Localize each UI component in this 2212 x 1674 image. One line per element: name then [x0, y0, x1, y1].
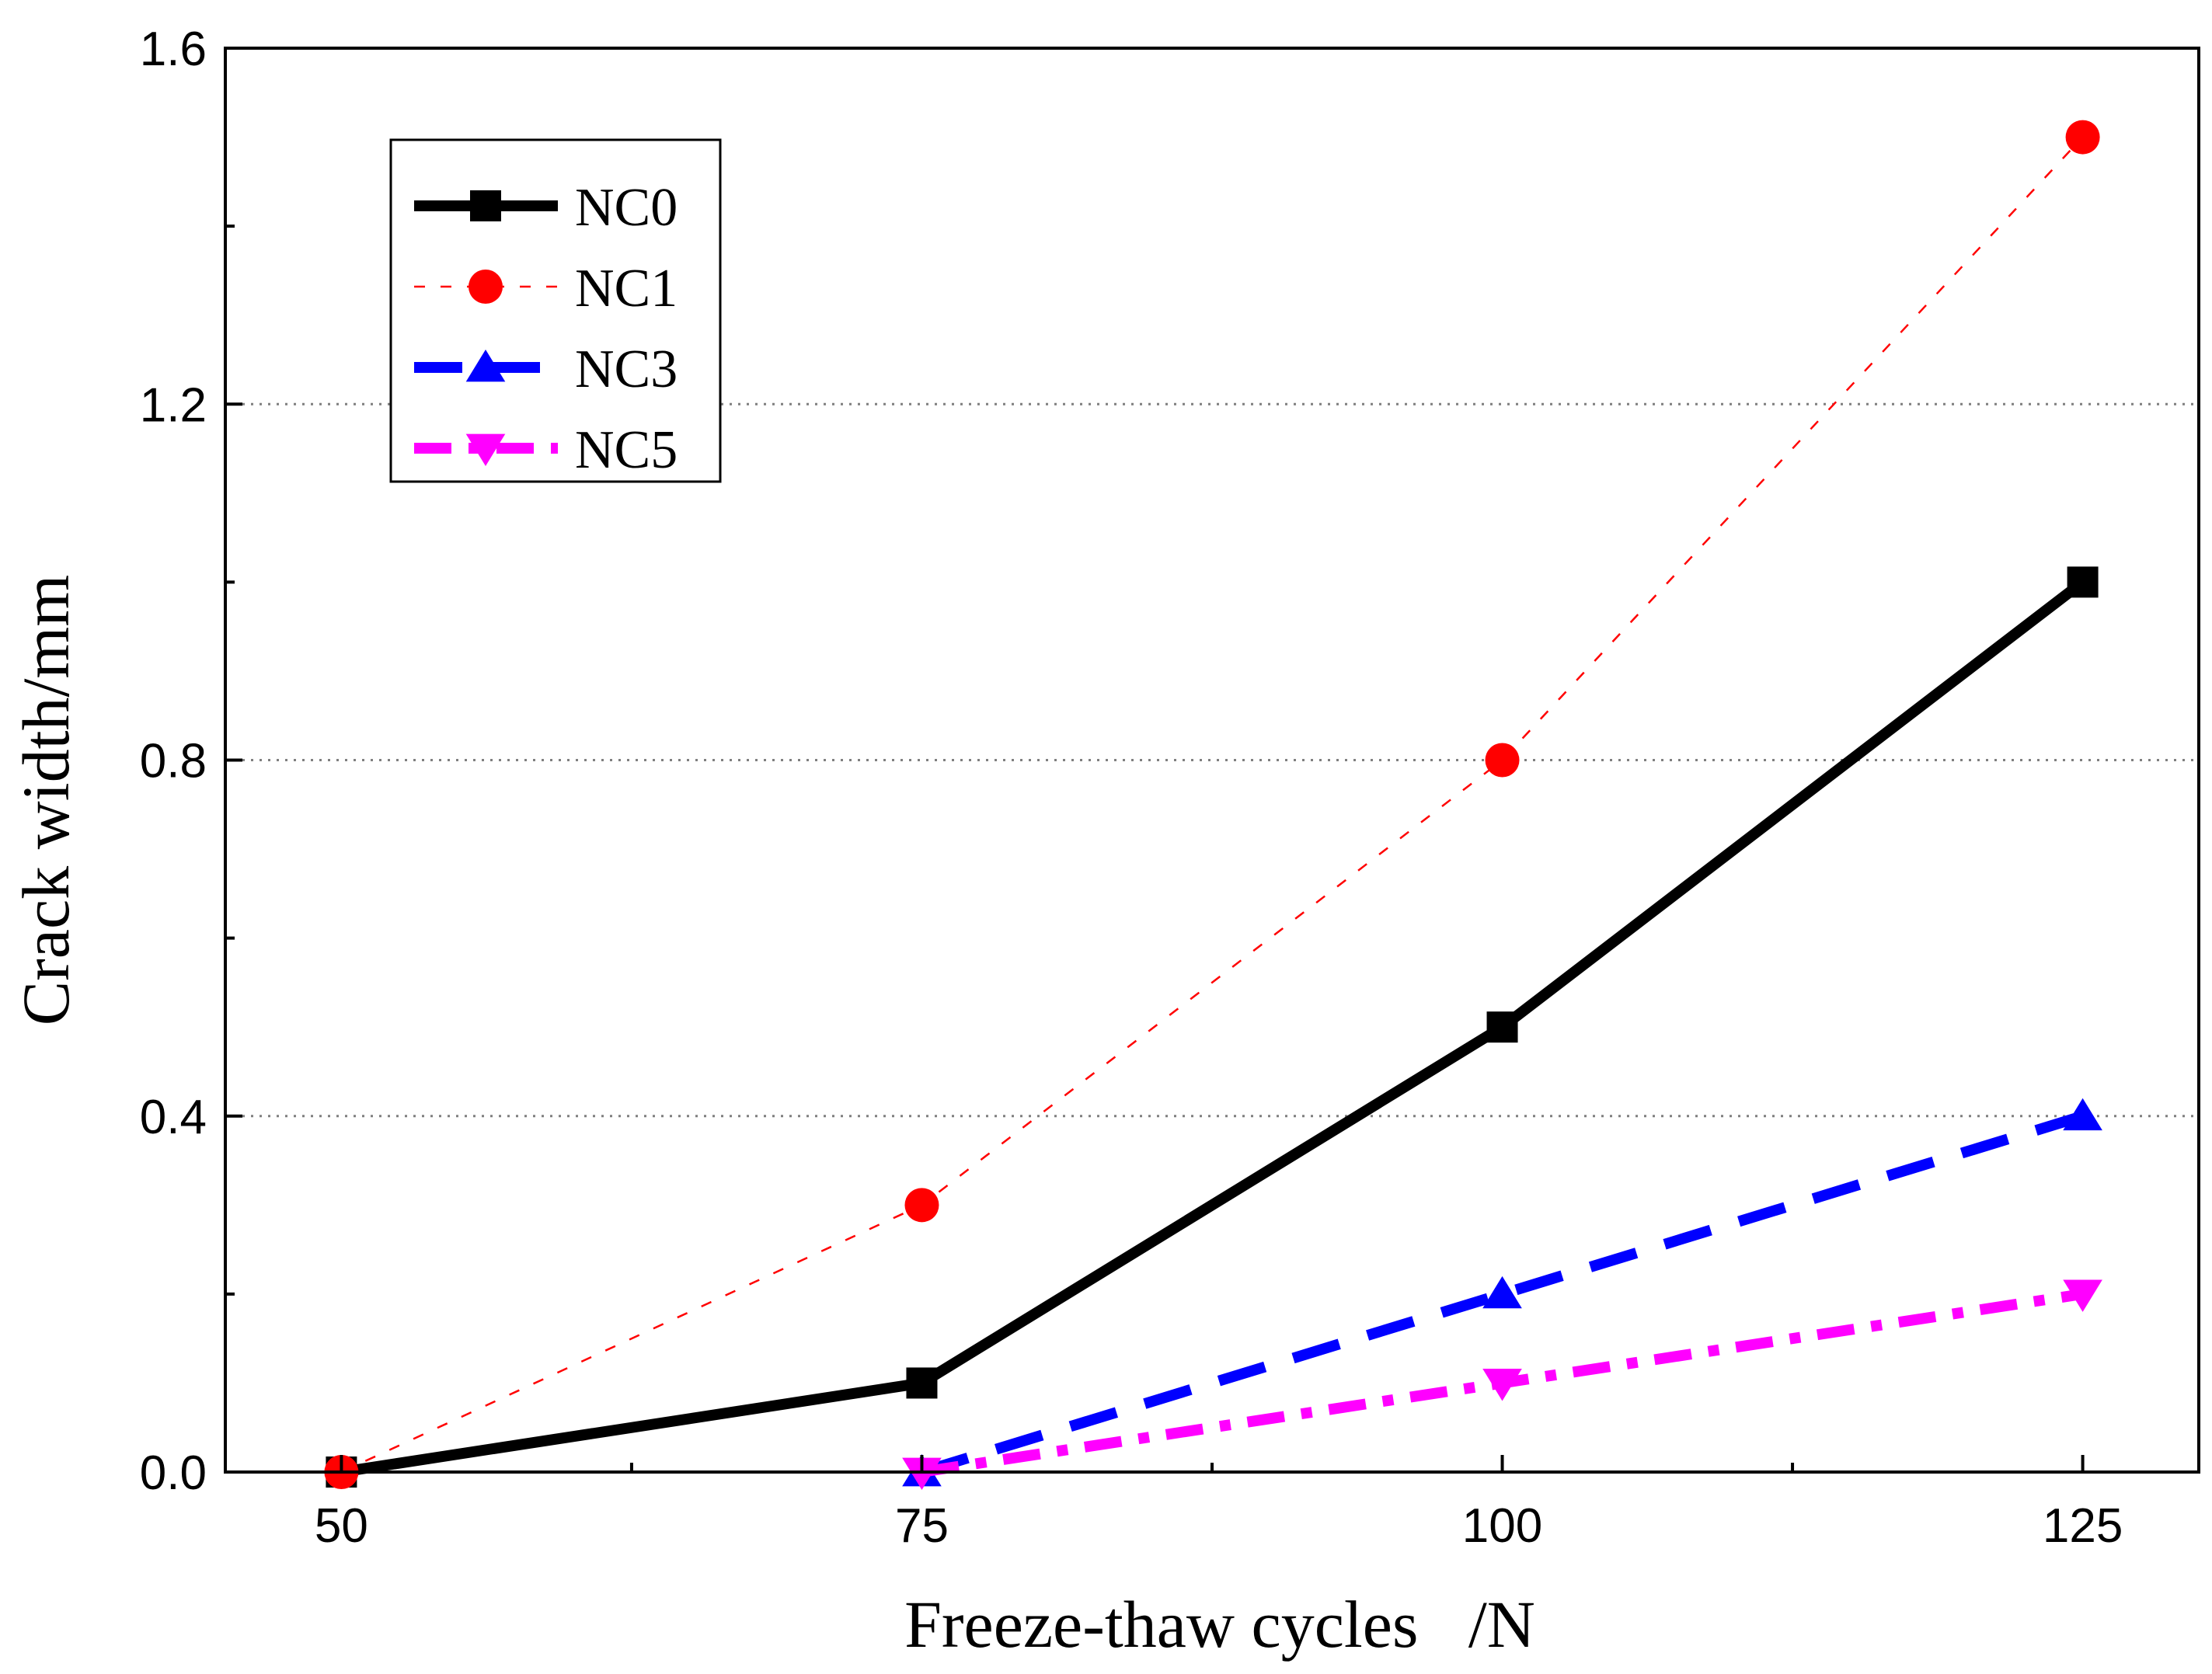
data-point-nc3	[2063, 1098, 2102, 1131]
y-tick-label: 0.8	[140, 735, 207, 788]
data-point-nc1	[1485, 743, 1520, 778]
data-point-nc0	[2067, 566, 2099, 598]
legend-entries: NC0 NC1 NC3 NC5	[414, 178, 678, 480]
y-tick-label: 0.4	[140, 1091, 207, 1144]
legend-marker-nc3	[465, 350, 506, 382]
data-point-nc0	[1486, 1011, 1518, 1043]
legend-marker-nc0	[470, 190, 501, 221]
x-tick-label: 125	[2043, 1499, 2123, 1553]
series-line-nc1	[340, 136, 2084, 1474]
legend-box	[389, 138, 722, 483]
data-point-nc5	[2063, 1279, 2102, 1312]
y-axis-title: Crack width/mm	[9, 575, 83, 1025]
y-tick-label: 1.6	[140, 23, 207, 76]
y-tick-label: 1.2	[140, 378, 207, 432]
axis-layer	[224, 47, 2200, 1474]
legend-marker-nc5	[465, 433, 506, 466]
data-point-nc5	[1482, 1369, 1522, 1401]
data-point-nc1	[2065, 120, 2100, 155]
legend-marker-nc1	[469, 270, 503, 304]
series-line-nc3	[920, 1111, 2085, 1477]
legend-label-nc5: NC5	[575, 420, 678, 480]
series-line-nc0	[340, 577, 2086, 1477]
legend-label-nc0: NC0	[575, 178, 678, 238]
data-point-nc1	[904, 1188, 939, 1223]
x-tick-label: 100	[1462, 1499, 1542, 1553]
y-tick-label: 0.0	[140, 1446, 207, 1500]
data-point-nc3	[1482, 1276, 1522, 1309]
legend: NC0 NC1 NC3 NC5	[389, 138, 722, 483]
x-axis-title: Freeze-thaw cycles /N	[904, 1587, 1535, 1662]
data-point-nc5	[902, 1457, 942, 1490]
data-point-nc0	[906, 1367, 938, 1399]
x-tick-label: 50	[315, 1499, 368, 1553]
x-tick-label: 75	[895, 1499, 949, 1553]
tick-label-layer: 0.0 0.4 0.8 1.2 1.6 50 75 100 125	[140, 23, 2123, 1553]
legend-label-nc3: NC3	[575, 339, 678, 399]
legend-label-nc1: NC1	[575, 259, 678, 318]
